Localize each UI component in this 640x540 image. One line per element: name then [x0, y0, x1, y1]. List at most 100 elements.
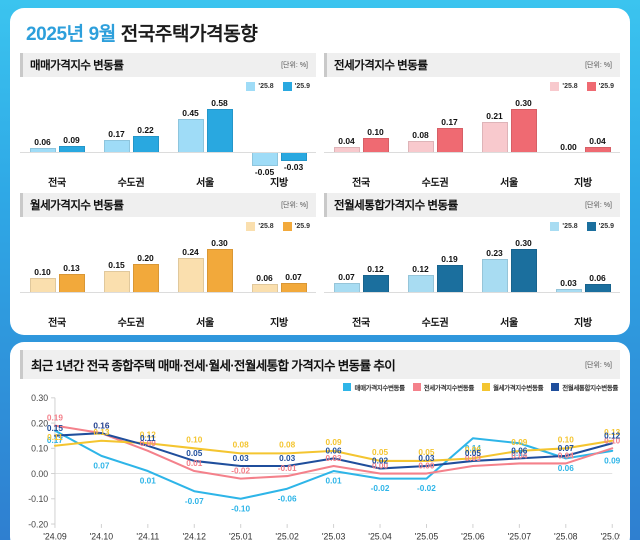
- bar-column: 0.30: [510, 93, 537, 171]
- bar-x-axis-wolse: 전국 수도권 서울 지방: [20, 314, 316, 329]
- bar-group: 0.10 0.13: [20, 233, 94, 311]
- trend-line-월세가격지수변동률: [53, 439, 614, 462]
- bar-value-label: 0.06: [34, 137, 51, 148]
- bar-column: 0.30: [510, 233, 537, 311]
- legend-swatch-icon: [246, 221, 256, 231]
- bar-x-axis-combined: 전국 수도권 서울 지방: [324, 314, 620, 329]
- panel-legend-sale: '25.8 '25.9: [20, 77, 316, 91]
- bar: [103, 140, 130, 153]
- data-point-label: 0.11: [47, 433, 63, 442]
- x-tick-label: '25.09: [600, 532, 620, 540]
- data-point-label: 0.05: [465, 449, 481, 458]
- trend-legend: 매매가격지수변동률 전세가격지수변동률 월세가격지수변동률 전월세통합지수변동률: [20, 379, 620, 392]
- x-axis-label: 전국: [352, 178, 370, 189]
- bar-value-label: 0.15: [108, 260, 125, 270]
- trend-line-전월세통합지수변동률: [53, 432, 614, 470]
- bar-group: 0.23 0.30: [472, 233, 546, 311]
- data-point-label: 0.05: [418, 448, 434, 457]
- bar-value-label: 0.23: [486, 248, 503, 259]
- bar-value-label: 0.06: [256, 273, 273, 284]
- bar-value-label: 0.19: [441, 254, 458, 265]
- bar-column: 0.07: [333, 233, 360, 311]
- data-point-label: 0.14: [465, 444, 481, 453]
- x-axis-label: 전국: [352, 318, 370, 329]
- x-tick-label: '25.03: [322, 532, 346, 540]
- panel-legend-jeonse: '25.8 '25.9: [324, 77, 620, 91]
- data-point-label: 0.15: [47, 424, 63, 433]
- trend-legend-label: 월세가격지수변동률: [492, 384, 544, 392]
- bar-group: 0.03 0.06: [546, 233, 620, 311]
- panel-header-sale: 매매가격지수 변동률 [단위: %]: [20, 53, 316, 77]
- data-point-label: 0.19: [47, 414, 63, 423]
- bar-value-label: 0.30: [211, 238, 228, 248]
- bar: [251, 284, 278, 293]
- bar-value-label: -0.05: [254, 167, 275, 177]
- legend-swatch-icon: [550, 221, 560, 231]
- bar-value-label: 0.06: [589, 273, 606, 284]
- panel-unit-combined: [단위: %]: [585, 202, 612, 209]
- x-axis-label: 지방: [574, 318, 592, 329]
- bar-column: 0.12: [407, 233, 434, 311]
- data-point-label: 0.03: [465, 454, 481, 463]
- trend-line-매매가격지수변동률: [53, 429, 614, 500]
- bar-column: 0.21: [481, 93, 508, 171]
- panel-title-combined: 전월세통합가격지수 변동률: [334, 200, 458, 212]
- bar: [436, 128, 463, 153]
- x-tick-label: '24.10: [90, 532, 114, 540]
- bar: [251, 153, 278, 166]
- bar-group: 0.06 0.07: [242, 233, 316, 311]
- x-axis-label: 지방: [574, 178, 592, 189]
- data-point-label: 0.09: [511, 438, 527, 447]
- bar-x-axis-sale: 전국 수도권 서울 지방: [20, 174, 316, 189]
- bar: [436, 265, 463, 293]
- bar-value-label: 0.00: [560, 142, 577, 152]
- x-tick-label: '24.09: [43, 532, 67, 540]
- data-point-label: 0.04: [558, 452, 574, 461]
- bar-x-axis-jeonse: 전국 수도권 서울 지방: [324, 174, 620, 189]
- panel-legend-combined: '25.8 '25.9: [324, 217, 620, 231]
- panel-sale: 매매가격지수 변동률 [단위: %] '25.8'25.9 0.06 0.09 0.17 0…: [20, 53, 316, 189]
- data-point-label: 0.03: [279, 454, 295, 463]
- data-point-label: 0.08: [233, 441, 249, 450]
- panel-title-jeonse: 전세가격지수 변동률: [334, 60, 428, 72]
- bar-value-label: 0.04: [589, 136, 606, 147]
- bar-column: 0.10: [29, 233, 56, 311]
- bar-value-label: 0.10: [367, 127, 384, 138]
- bar-group: 0.08 0.17: [398, 93, 472, 171]
- legend-swatch-icon: [282, 81, 292, 91]
- bar-chart-wolse: 0.10 0.13 0.15 0.20 0.24 0.30 0.06 0.07: [20, 233, 316, 311]
- bar-column: 0.10: [362, 93, 389, 171]
- trend-legend-label: 전월세통합지수변동률: [562, 384, 618, 392]
- bar-value-label: 0.30: [515, 238, 532, 248]
- bar-value-label: 0.07: [338, 271, 355, 282]
- legend-label: '25.8: [562, 222, 578, 230]
- x-tick-label: '25.01: [229, 532, 253, 540]
- bar-value-label: 0.04: [338, 136, 355, 147]
- y-tick-label: 0.00: [31, 469, 48, 479]
- data-point-label: 0.06: [326, 447, 342, 456]
- data-point-label: 0.11: [140, 434, 156, 443]
- x-axis-label: 전국: [48, 178, 66, 189]
- data-point-label: 0.01: [186, 459, 202, 468]
- legend-swatch-icon: [551, 382, 560, 391]
- bar-column: 0.58: [206, 93, 233, 171]
- legend-swatch-icon: [481, 382, 490, 391]
- bar-column: 0.06: [251, 233, 278, 311]
- legend-swatch-icon: [246, 81, 256, 91]
- bar-value-label: 0.21: [486, 111, 503, 122]
- bar: [29, 148, 56, 153]
- trend-legend-item: 매매가격지수변동률: [343, 382, 405, 392]
- bar-group: 0.00 0.04: [546, 93, 620, 171]
- bar: [132, 263, 159, 293]
- legend-swatch-icon: [412, 382, 421, 391]
- bar: [333, 282, 360, 293]
- x-axis-label: 수도권: [117, 178, 145, 189]
- data-point-label: -0.02: [417, 484, 436, 493]
- data-point-label: 0.01: [326, 477, 342, 486]
- legend-swatch-icon: [550, 81, 560, 91]
- data-point-label: 0.06: [511, 447, 527, 456]
- x-tick-label: '25.02: [275, 532, 299, 540]
- x-axis-label: 수도권: [421, 318, 449, 329]
- data-point-label: 0.09: [140, 439, 156, 448]
- bar: [177, 118, 204, 153]
